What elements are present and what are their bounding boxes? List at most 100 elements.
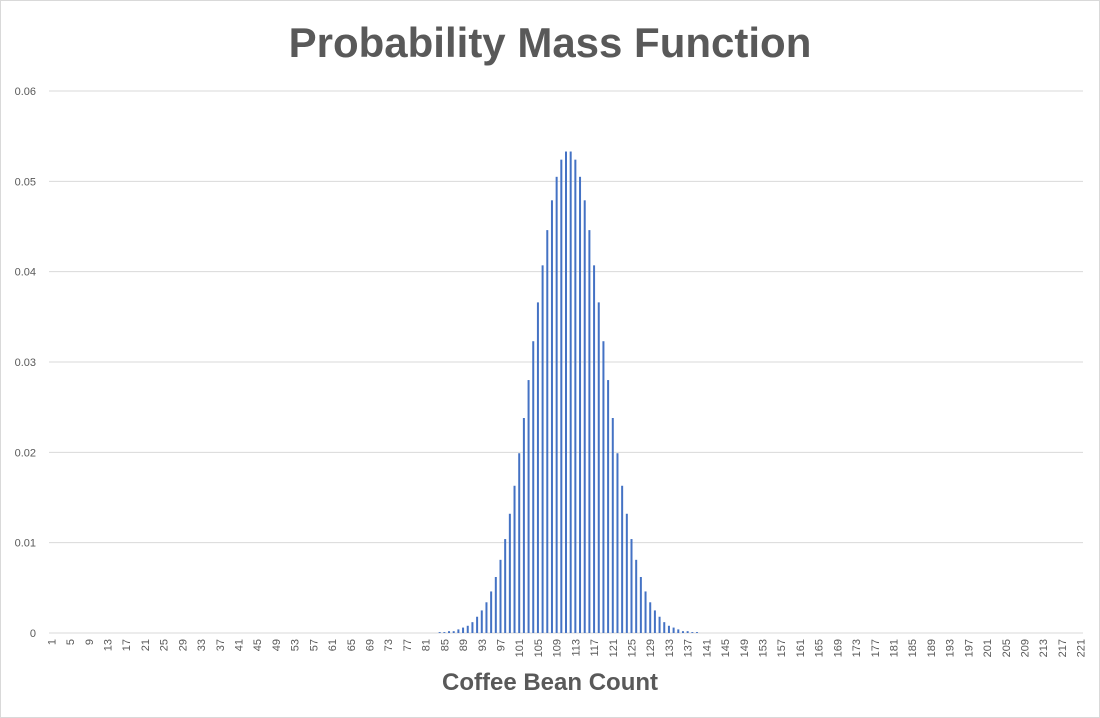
- x-tick-label: 117: [589, 639, 601, 657]
- bar: [466, 625, 469, 633]
- bar: [649, 602, 652, 633]
- bar: [691, 632, 694, 633]
- bar: [597, 302, 600, 633]
- x-tick-label: 101: [514, 639, 526, 657]
- x-tick-label: 153: [758, 639, 770, 657]
- bar: [508, 513, 511, 633]
- x-tick-label: 57: [308, 639, 320, 651]
- bar: [569, 151, 572, 634]
- bar: [550, 200, 553, 633]
- bar: [616, 453, 619, 633]
- y-tick-label: 0.04: [15, 267, 36, 279]
- bar: [485, 602, 488, 633]
- x-tick-label: 17: [121, 639, 133, 651]
- y-tick-label: 0.06: [15, 86, 36, 98]
- x-tick-label: 77: [402, 639, 414, 651]
- bar: [504, 539, 507, 633]
- y-tick-label: 0.05: [15, 176, 36, 188]
- x-tick-label: 73: [383, 639, 395, 651]
- x-tick-label: 13: [102, 639, 114, 651]
- x-tick-label: 217: [1057, 639, 1069, 657]
- bar: [499, 559, 502, 633]
- bar: [696, 632, 699, 633]
- x-tick-label: 205: [1001, 639, 1013, 657]
- x-tick-label: 21: [140, 639, 152, 651]
- x-tick-label: 93: [477, 639, 489, 651]
- y-tick-label: 0.01: [15, 538, 36, 550]
- bar: [625, 513, 628, 633]
- bar: [560, 159, 563, 634]
- bar: [546, 230, 549, 633]
- x-tick-label: 121: [608, 639, 620, 657]
- x-tick-label: 37: [215, 639, 227, 651]
- x-tick-label: 201: [982, 639, 994, 657]
- bar: [438, 632, 441, 633]
- x-tick-label: 189: [926, 639, 938, 657]
- bar: [532, 341, 535, 633]
- x-tick-label: 141: [701, 639, 713, 657]
- bar: [663, 622, 666, 633]
- x-tick-label: 113: [570, 639, 582, 657]
- bar: [527, 380, 530, 633]
- bar: [494, 576, 497, 633]
- x-tick-label: 137: [683, 639, 695, 657]
- x-tick-label: 29: [177, 639, 189, 651]
- bar: [579, 176, 582, 634]
- bar: [635, 559, 638, 633]
- x-tick-label: 181: [889, 639, 901, 657]
- bar: [452, 631, 455, 633]
- x-tick-label: 69: [364, 639, 376, 651]
- chart-title: Probability Mass Function: [288, 19, 812, 66]
- bar: [593, 265, 596, 633]
- bar: [555, 176, 558, 634]
- x-tick-label: 45: [252, 639, 264, 651]
- x-tick-label: 213: [1038, 639, 1050, 657]
- x-tick-label: 209: [1020, 639, 1032, 657]
- bar: [588, 230, 591, 633]
- x-tick-label: 33: [196, 639, 208, 651]
- bar: [681, 631, 684, 633]
- bar: [653, 610, 656, 633]
- x-tick-label: 53: [290, 639, 302, 651]
- x-tick-label: 105: [533, 639, 545, 657]
- bar: [457, 629, 460, 633]
- x-tick-label: 81: [421, 639, 433, 651]
- bar: [536, 302, 539, 633]
- bar: [471, 622, 474, 633]
- x-tick-label: 221: [1076, 639, 1088, 657]
- bar: [513, 485, 516, 633]
- bar: [565, 151, 567, 634]
- x-tick-label: 133: [664, 639, 676, 657]
- x-tick-label: 65: [346, 639, 358, 651]
- x-tick-label: 145: [720, 639, 732, 657]
- bar: [621, 485, 624, 633]
- bar: [583, 200, 586, 633]
- x-tick-label: 165: [814, 639, 826, 657]
- x-tick-label: 1: [46, 639, 58, 645]
- x-tick-label: 157: [776, 639, 788, 657]
- x-tick-label: 161: [795, 639, 807, 657]
- x-tick-label: 109: [552, 639, 564, 657]
- bar: [677, 629, 680, 633]
- x-tick-label: 85: [439, 639, 451, 651]
- x-tick-label: 25: [159, 639, 171, 651]
- x-tick-label: 173: [851, 639, 863, 657]
- bar: [480, 610, 483, 633]
- x-axis-title: Coffee Bean Count: [442, 669, 658, 696]
- bar: [490, 591, 493, 633]
- x-tick-label: 193: [945, 639, 957, 657]
- bar: [448, 631, 451, 633]
- x-tick-label: 197: [963, 639, 975, 657]
- x-tick-label: 149: [739, 639, 751, 657]
- x-tick-label: 9: [84, 639, 96, 645]
- y-tick-label: 0.03: [15, 357, 36, 369]
- bar: [462, 627, 465, 633]
- y-tick-label: 0.02: [15, 447, 36, 459]
- x-tick-label: 129: [645, 639, 657, 657]
- x-tick-label: 97: [495, 639, 507, 651]
- bar: [686, 631, 689, 633]
- bar: [607, 380, 610, 633]
- bar: [476, 616, 479, 633]
- x-tick-label: 49: [271, 639, 283, 651]
